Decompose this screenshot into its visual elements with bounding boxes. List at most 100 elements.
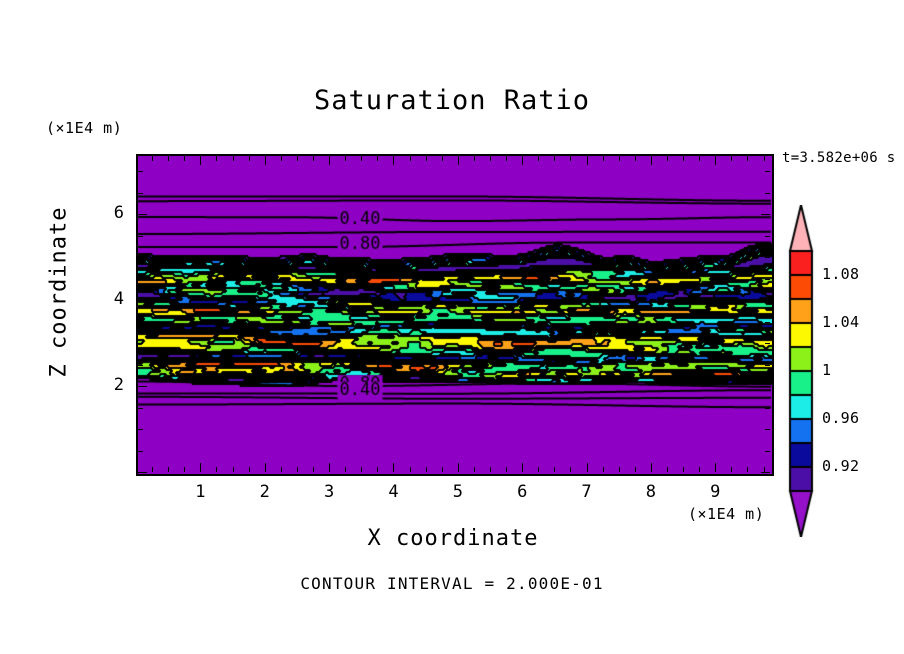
axis-tick <box>296 467 298 472</box>
axis-tick <box>138 171 143 173</box>
axis-tick <box>602 467 604 472</box>
contour-field-canvas <box>138 156 772 474</box>
axis-tick <box>425 467 427 472</box>
axis-tick <box>248 467 250 472</box>
axis-tick <box>761 386 770 388</box>
axis-tick <box>232 156 234 161</box>
axis-tick <box>232 467 234 472</box>
axis-tick <box>763 467 765 472</box>
axis-tick <box>168 156 170 161</box>
axis-tick <box>329 463 331 472</box>
x-tick-label: 4 <box>388 482 399 502</box>
axis-tick <box>765 235 770 237</box>
axis-tick <box>441 156 443 161</box>
colorbar-tick-label: 1 <box>822 361 832 379</box>
axis-tick <box>393 463 395 472</box>
axis-tick <box>200 463 202 472</box>
axis-tick <box>554 156 556 161</box>
axis-tick <box>761 300 770 302</box>
axis-tick <box>506 156 508 161</box>
axis-tick <box>248 156 250 161</box>
axis-tick <box>345 156 347 161</box>
axis-tick <box>715 156 717 165</box>
axis-tick <box>138 278 143 280</box>
axis-tick <box>699 467 701 472</box>
axis-tick <box>731 156 733 161</box>
axis-tick <box>441 467 443 472</box>
axis-tick <box>650 156 652 165</box>
axis-tick <box>361 467 363 472</box>
axis-tick <box>650 463 652 472</box>
x-tick-label: 6 <box>517 482 528 502</box>
axis-tick <box>138 257 143 259</box>
axis-tick <box>765 192 770 194</box>
axis-tick <box>765 321 770 323</box>
axis-tick <box>216 467 218 472</box>
axis-tick <box>765 450 770 452</box>
axis-tick <box>765 364 770 366</box>
axis-tick <box>361 156 363 161</box>
colorbar-tick-label: 1.04 <box>822 313 860 331</box>
axis-tick <box>296 156 298 161</box>
axis-tick <box>280 156 282 161</box>
axis-tick <box>136 156 137 165</box>
axis-tick <box>473 156 475 161</box>
axis-tick <box>138 364 143 366</box>
axis-tick <box>457 463 459 472</box>
axis-tick <box>138 235 143 237</box>
axis-tick <box>570 467 572 472</box>
axis-tick <box>667 467 668 472</box>
axis-tick <box>618 467 620 472</box>
chart-title: Saturation Ratio <box>313 85 591 116</box>
axis-tick <box>216 156 218 161</box>
axis-tick <box>138 300 147 302</box>
axis-tick <box>586 156 588 165</box>
axis-tick <box>765 407 770 409</box>
axis-tick <box>138 450 143 452</box>
axis-tick <box>313 156 314 161</box>
axis-tick <box>765 171 770 173</box>
axis-tick <box>765 429 770 431</box>
axis-tick <box>280 467 282 472</box>
colorbar-tick-label: 0.92 <box>822 457 860 475</box>
axis-tick <box>602 156 604 161</box>
axis-tick <box>138 192 143 194</box>
axis-tick <box>667 156 668 161</box>
axis-tick <box>138 407 143 409</box>
x-tick-label: 7 <box>581 482 592 502</box>
axis-tick <box>765 343 770 345</box>
y-tick-label: 2 <box>113 375 124 396</box>
x-axis-label: X coordinate <box>367 526 539 551</box>
x-tick-label: 1 <box>195 482 206 502</box>
x-tick-label: 3 <box>323 482 335 502</box>
axis-tick <box>522 156 524 165</box>
axis-tick <box>152 467 154 472</box>
axis-tick <box>715 463 717 472</box>
axis-tick <box>313 467 314 472</box>
axis-tick <box>138 386 147 388</box>
axis-tick <box>168 467 170 472</box>
axis-tick <box>138 321 143 323</box>
axis-tick <box>200 156 202 165</box>
colorbar-tick-label: 1.08 <box>822 265 860 283</box>
axis-tick <box>377 156 379 161</box>
axis-tick <box>138 472 147 473</box>
axis-tick <box>618 156 620 161</box>
axis-tick <box>490 156 491 161</box>
axis-tick <box>761 472 770 473</box>
y-axis-unit: (×1E4 m) <box>46 119 123 137</box>
axis-tick <box>538 467 540 472</box>
axis-tick <box>522 463 524 472</box>
axis-tick <box>152 156 154 161</box>
contour-plot-area <box>136 154 774 476</box>
axis-tick <box>409 156 411 161</box>
axis-tick <box>138 214 147 216</box>
axis-tick <box>747 467 749 472</box>
axis-tick <box>763 156 765 161</box>
axis-tick <box>457 156 459 165</box>
y-tick-label: 4 <box>113 289 124 310</box>
axis-tick <box>345 467 347 472</box>
axis-tick <box>554 467 556 472</box>
axis-tick <box>570 156 572 161</box>
axis-tick <box>490 467 491 472</box>
